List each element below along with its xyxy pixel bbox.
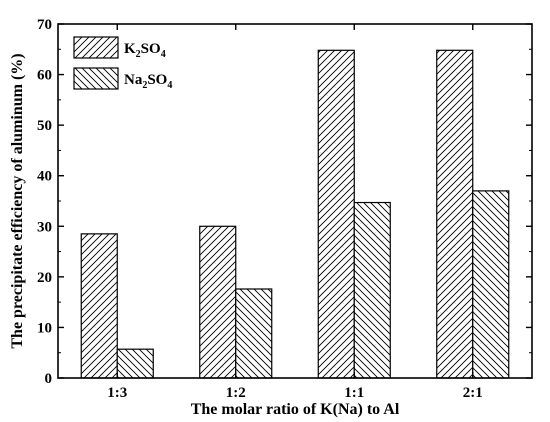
- y-tick-label: 70: [37, 17, 52, 33]
- y-tick-label: 50: [37, 118, 52, 134]
- legend-swatch-k2so4: [73, 36, 119, 59]
- x-tick-label: 2:1: [463, 385, 483, 401]
- x-tick-label: 1:2: [226, 385, 246, 401]
- bar-k2so4-2-1: [436, 49, 474, 379]
- bars-layer: [80, 49, 510, 379]
- y-tick-label: 40: [37, 169, 52, 185]
- bar-na2so4-1-2: [235, 288, 273, 379]
- bar-na2so4-1-1: [353, 201, 391, 379]
- y-tick-label: 20: [37, 270, 52, 286]
- bar-k2so4-1-1: [317, 49, 355, 379]
- legend: K2SO4 Na2SO4: [73, 36, 172, 91]
- x-axis-ticks: 1:3 1:2 1:1 2:1: [107, 24, 483, 401]
- y-tick-label: 30: [37, 219, 52, 235]
- bar-k2so4-1-2: [199, 225, 237, 379]
- legend-swatch-na2so4: [73, 67, 119, 90]
- y-tick-label: 10: [37, 320, 52, 336]
- bar-k2so4-1-3: [80, 233, 118, 379]
- bar-na2so4-2-1: [472, 190, 510, 379]
- bar-na2so4-1-3: [116, 348, 154, 379]
- y-tick-label: 60: [37, 68, 52, 84]
- y-axis-title: The precipitate efficiency of aluminum (…: [9, 53, 26, 348]
- plot-frame: [57, 23, 533, 379]
- legend-label-na2so4: Na2SO4: [124, 72, 172, 91]
- x-tick-label: 1:1: [344, 385, 364, 401]
- y-tick-label: 0: [45, 371, 53, 387]
- x-axis-title: The molar ratio of K(Na) to Al: [191, 401, 400, 418]
- x-tick-label: 1:3: [107, 385, 127, 401]
- legend-label-k2so4: K2SO4: [124, 41, 166, 60]
